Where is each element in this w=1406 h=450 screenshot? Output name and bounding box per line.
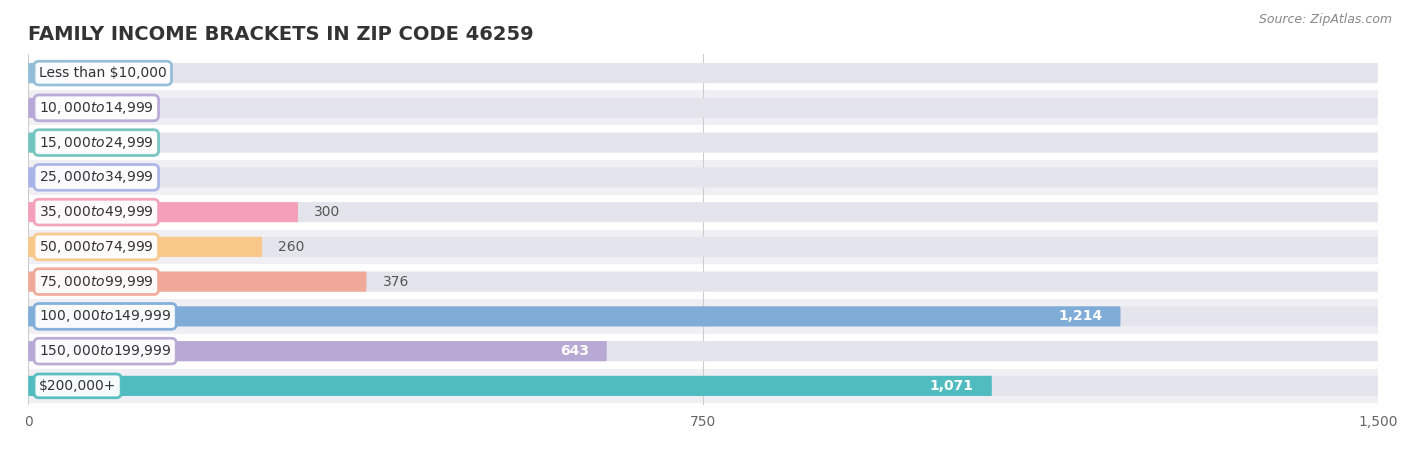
Text: 643: 643 [560,344,589,358]
Text: 1,071: 1,071 [929,379,974,393]
Bar [28,195,1378,230]
FancyBboxPatch shape [28,271,1378,292]
Bar [28,264,1378,299]
FancyBboxPatch shape [28,341,1378,361]
Text: $100,000 to $149,999: $100,000 to $149,999 [39,308,172,324]
Bar [28,56,1378,90]
Text: $150,000 to $199,999: $150,000 to $199,999 [39,343,172,359]
Text: $15,000 to $24,999: $15,000 to $24,999 [39,135,153,151]
FancyBboxPatch shape [28,237,262,257]
Text: $200,000+: $200,000+ [39,379,117,393]
FancyBboxPatch shape [28,202,298,222]
Text: 300: 300 [315,205,340,219]
Text: 8: 8 [52,135,60,149]
Text: $75,000 to $99,999: $75,000 to $99,999 [39,274,153,290]
FancyBboxPatch shape [28,167,97,188]
FancyBboxPatch shape [28,167,1378,188]
Text: 76: 76 [112,171,131,184]
Text: $35,000 to $49,999: $35,000 to $49,999 [39,204,153,220]
Text: Source: ZipAtlas.com: Source: ZipAtlas.com [1258,14,1392,27]
FancyBboxPatch shape [28,271,367,292]
FancyBboxPatch shape [28,63,1378,83]
Bar [28,125,1378,160]
FancyBboxPatch shape [28,202,1378,222]
Bar [28,230,1378,264]
Bar [28,299,1378,334]
Text: Less than $10,000: Less than $10,000 [39,66,167,80]
Text: 1,214: 1,214 [1059,310,1102,324]
FancyBboxPatch shape [28,98,1378,118]
FancyBboxPatch shape [28,98,39,118]
FancyBboxPatch shape [28,133,1378,153]
Text: 376: 376 [382,274,409,288]
FancyBboxPatch shape [28,376,1378,396]
Text: FAMILY INCOME BRACKETS IN ZIP CODE 46259: FAMILY INCOME BRACKETS IN ZIP CODE 46259 [28,25,534,44]
Text: 12: 12 [55,101,73,115]
FancyBboxPatch shape [28,376,991,396]
FancyBboxPatch shape [28,306,1378,326]
Text: $25,000 to $34,999: $25,000 to $34,999 [39,169,153,185]
FancyBboxPatch shape [28,237,1378,257]
Bar [28,334,1378,369]
Text: 36: 36 [77,66,94,80]
FancyBboxPatch shape [28,63,60,83]
Text: $50,000 to $74,999: $50,000 to $74,999 [39,239,153,255]
FancyBboxPatch shape [28,341,607,361]
Bar [28,369,1378,403]
Bar [28,160,1378,195]
Bar [28,90,1378,125]
Text: $10,000 to $14,999: $10,000 to $14,999 [39,100,153,116]
FancyBboxPatch shape [28,306,1121,326]
FancyBboxPatch shape [28,133,35,153]
Text: 260: 260 [278,240,305,254]
